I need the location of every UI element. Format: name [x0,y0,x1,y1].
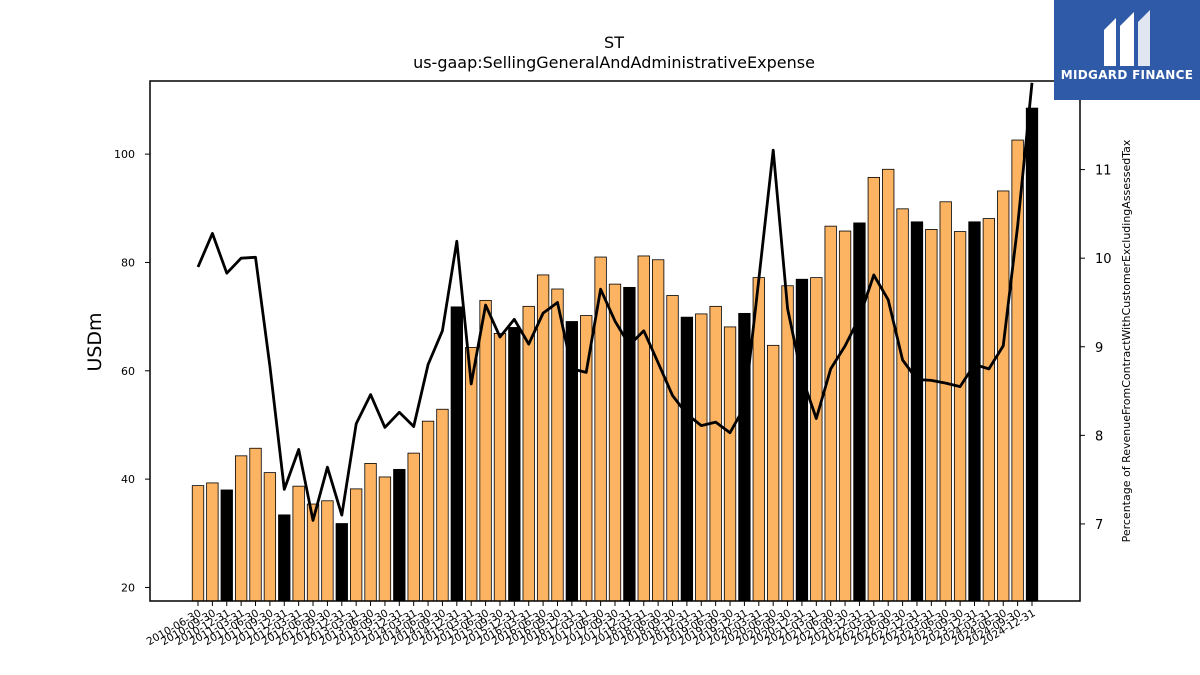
bar [350,488,363,602]
bar [263,472,277,602]
bar [723,326,737,602]
y-axis-label: USDm [84,312,106,371]
bar [1011,139,1024,602]
bar [393,468,406,602]
bar [1025,107,1039,602]
bar [479,299,492,602]
chart-title: ST [604,33,624,52]
y2-tick-label: 8 [1095,429,1103,444]
bar [853,222,866,602]
y-tick-label: 80 [121,256,135,269]
bar [910,221,924,602]
bar [666,295,679,602]
bar [234,455,248,602]
bar [522,305,535,602]
ratio-line [196,82,1034,522]
bar [637,255,650,602]
bar [824,225,837,602]
ratio-line-series [196,82,1034,522]
logo-text: MIDGARD FINANCE [1060,68,1194,82]
y2-axis-label: Percentage of RevenueFromContractWithCus… [1120,139,1133,542]
y2-tick-label: 11 [1095,164,1112,179]
y-tick-label: 20 [121,581,135,594]
bar [709,305,722,602]
bar [896,208,909,602]
bar [939,201,952,602]
bar [795,278,809,602]
bar [493,333,507,602]
bar [436,408,449,602]
bar [335,523,348,602]
bar [695,313,708,602]
bar [982,218,996,602]
bar [321,500,334,602]
midgard-finance-logo: MIDGARD FINANCE [1054,0,1200,100]
bar [767,344,780,602]
bar [651,259,665,602]
y2-tick-label: 9 [1095,341,1103,356]
bar [882,168,895,602]
y2-tick-label: 10 [1095,252,1112,267]
bar [953,231,967,602]
bar [465,347,478,602]
bar [997,190,1010,602]
bar [292,485,305,602]
y2-tick-label: 7 [1095,518,1103,533]
bar [364,463,377,602]
axes: 2040608010078910112010-06-302010-09-3020… [114,80,1112,648]
bar [278,514,291,602]
bar [738,312,751,602]
bar [551,288,564,602]
bar [450,306,463,602]
bar [508,327,521,602]
y-tick-label: 40 [121,473,135,486]
bar [968,221,981,602]
bar [421,420,435,602]
chart-subtitle: us-gaap:SellingGeneralAndAdministrativeE… [413,53,815,72]
bar [925,229,938,602]
bar [623,286,636,602]
logo-mark-icon [1104,10,1150,66]
bar [378,476,392,602]
y-tick-label: 60 [121,365,135,378]
bar [206,482,219,602]
bar [867,177,880,602]
y-tick-label: 100 [114,148,135,161]
bar [680,316,694,602]
bar [580,315,593,602]
bar-series [191,107,1039,602]
bar [608,283,622,602]
bar [249,447,262,602]
bar [220,489,233,602]
bar [191,485,205,602]
bar [838,230,852,602]
bar [810,277,823,602]
bar [407,452,420,602]
